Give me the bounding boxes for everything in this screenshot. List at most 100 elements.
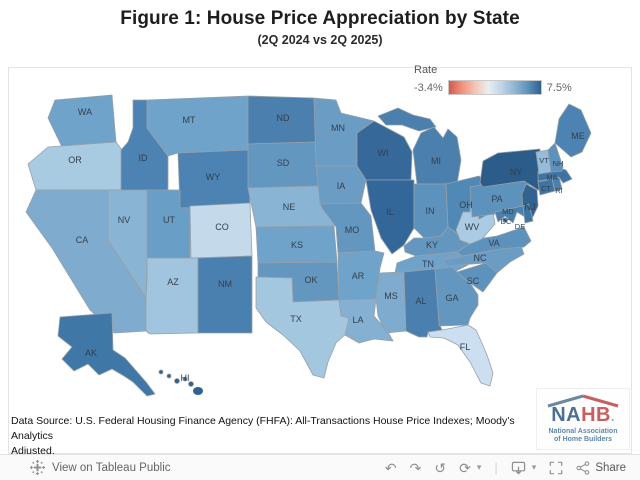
- state-label-HI: HI: [181, 373, 190, 383]
- state-label-WV: WV: [465, 222, 480, 232]
- state-label-TX: TX: [290, 314, 302, 324]
- state-WA[interactable]: [47, 94, 117, 148]
- nahb-wordmark: NAHB.: [537, 404, 629, 426]
- state-label-NY: NY: [510, 167, 523, 177]
- state-label-ID: ID: [139, 153, 149, 163]
- state-shapes: [25, 94, 592, 397]
- state-label-NC: NC: [474, 253, 487, 263]
- nahb-subtext: National Association of Home Builders: [537, 428, 629, 444]
- nahb-logo: NAHB. National Association of Home Build…: [536, 388, 630, 450]
- state-label-KS: KS: [291, 240, 303, 250]
- state-label-CT: CT: [541, 184, 551, 193]
- refresh-caret-icon[interactable]: ▾: [476, 462, 482, 472]
- state-label-WY: WY: [206, 172, 221, 182]
- state-MI-upper[interactable]: [377, 107, 437, 132]
- redo-icon: ↷: [409, 459, 422, 476]
- state-HI-island-2[interactable]: [166, 373, 172, 379]
- state-label-SD: SD: [277, 158, 290, 168]
- undo-icon: ↶: [384, 459, 397, 476]
- state-label-NE: NE: [283, 202, 296, 212]
- nahb-hb: HB: [581, 404, 611, 426]
- nahb-dot: .: [610, 410, 615, 424]
- state-label-UT: UT: [163, 215, 175, 225]
- state-OR[interactable]: [27, 141, 123, 191]
- share-icon: [576, 460, 590, 475]
- state-IA[interactable]: [315, 165, 367, 205]
- state-label-DE: DE: [515, 222, 525, 231]
- state-label-AR: AR: [352, 271, 365, 281]
- legend-title: Rate: [414, 64, 438, 76]
- state-label-AK: AK: [85, 348, 97, 358]
- redo-button[interactable]: ↷: [410, 461, 422, 475]
- state-label-MN: MN: [331, 123, 345, 133]
- state-HI-island-1[interactable]: [158, 369, 164, 375]
- state-TX[interactable]: [255, 276, 353, 379]
- state-label-MS: MS: [384, 291, 398, 301]
- state-MI[interactable]: [412, 126, 462, 185]
- state-label-MD: MD: [502, 207, 514, 216]
- undo-button[interactable]: ↶: [385, 461, 397, 475]
- share-button[interactable]: Share: [576, 460, 626, 475]
- refresh-button[interactable]: ⟳: [459, 461, 471, 475]
- state-label-OH: OH: [459, 200, 473, 210]
- state-WI[interactable]: [356, 120, 413, 181]
- state-label-DC: DC: [501, 217, 512, 226]
- state-label-IA: IA: [337, 181, 346, 191]
- state-label-OR: OR: [68, 155, 82, 165]
- state-label-OK: OK: [304, 275, 317, 285]
- share-label: Share: [595, 461, 626, 474]
- state-NM[interactable]: [197, 255, 253, 334]
- state-HI-island-4[interactable]: [182, 376, 188, 382]
- state-ME[interactable]: [554, 103, 592, 158]
- state-label-MA: MA: [546, 173, 557, 182]
- download-caret-icon[interactable]: ▾: [531, 462, 537, 472]
- state-label-VT: VT: [539, 156, 549, 165]
- state-AZ[interactable]: [145, 257, 199, 335]
- download-icon: [511, 461, 525, 474]
- revert-button[interactable]: ↺: [434, 461, 446, 475]
- state-GA[interactable]: [434, 266, 479, 327]
- state-label-WA: WA: [78, 107, 92, 117]
- state-FL[interactable]: [427, 324, 494, 387]
- state-DC[interactable]: [502, 217, 508, 223]
- state-AK[interactable]: [57, 312, 156, 397]
- state-label-KY: KY: [426, 240, 438, 250]
- nahb-na: NA: [551, 404, 582, 426]
- header: Figure 1: House Price Appreciation by St…: [0, 8, 640, 47]
- state-label-IL: IL: [386, 207, 394, 217]
- state-LA[interactable]: [338, 298, 394, 344]
- state-label-SC: SC: [467, 276, 480, 286]
- state-NH[interactable]: [547, 142, 564, 173]
- state-SC[interactable]: [456, 262, 498, 293]
- tableau-logo-icon: [30, 460, 45, 475]
- state-label-GA: GA: [445, 293, 458, 303]
- color-legend: Rate -3.4% 7.5%: [414, 64, 614, 95]
- refresh-icon: ⟳: [459, 459, 471, 476]
- state-label-NH: NH: [553, 159, 564, 168]
- state-label-ND: ND: [277, 113, 290, 123]
- download-button[interactable]: [511, 461, 526, 475]
- data-source-line1: Data Source: U.S. Federal Housing Financ…: [11, 415, 515, 442]
- state-label-TN: TN: [422, 259, 434, 269]
- state-HI-island-6[interactable]: [193, 387, 203, 395]
- state-label-PA: PA: [491, 194, 502, 204]
- state-label-AZ: AZ: [167, 277, 179, 287]
- state-labels: WA OR CA NV ID MT WY UT CO AZ NM ND SD N…: [68, 107, 585, 383]
- state-label-AL: AL: [415, 296, 426, 306]
- state-MT[interactable]: [146, 95, 249, 157]
- view-on-tableau-public-link[interactable]: View on Tableau Public: [52, 461, 171, 474]
- state-HI-island-5[interactable]: [188, 381, 194, 387]
- legend-max-label: 7.5%: [546, 81, 572, 94]
- state-label-NM: NM: [218, 279, 232, 289]
- state-HI-island-3[interactable]: [174, 378, 180, 384]
- state-label-CA: CA: [76, 235, 89, 245]
- legend-min-label: -3.4%: [414, 81, 443, 94]
- state-label-NV: NV: [118, 215, 131, 225]
- fullscreen-button[interactable]: [549, 461, 563, 475]
- state-label-MO: MO: [345, 225, 360, 235]
- tableau-toolbar: View on Tableau Public ↶ ↷ ↺ ⟳ ▾ | ▾: [0, 454, 640, 480]
- state-label-IN: IN: [426, 206, 435, 216]
- state-DE[interactable]: [522, 203, 534, 224]
- state-label-VA: VA: [488, 238, 499, 248]
- fullscreen-icon: [550, 461, 563, 474]
